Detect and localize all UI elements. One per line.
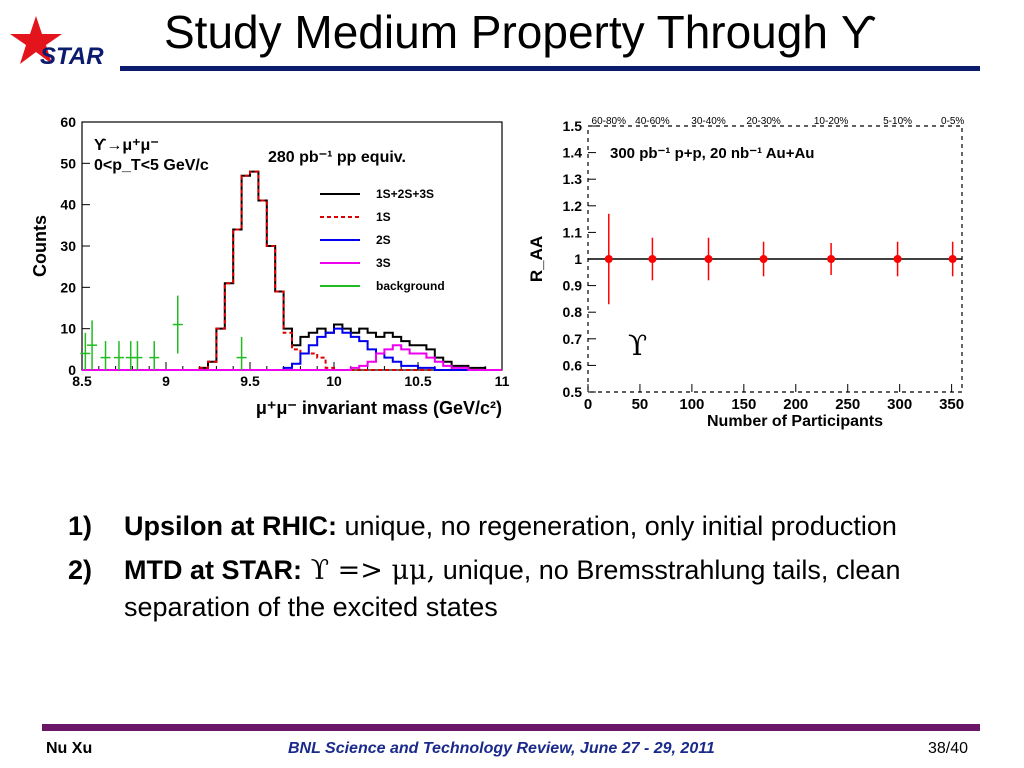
series-3s-line bbox=[82, 344, 502, 371]
x-tick-label: 10 bbox=[326, 373, 342, 389]
centrality-label: 30-40% bbox=[691, 116, 726, 127]
data-point bbox=[604, 255, 613, 263]
x-tick-label: 200 bbox=[783, 396, 808, 413]
x-tick-label: 11 bbox=[495, 373, 510, 389]
y-tick-label: 60 bbox=[60, 114, 76, 130]
x-tick-label: 100 bbox=[679, 396, 704, 413]
data-point bbox=[704, 255, 713, 263]
footer-divider bbox=[42, 724, 980, 731]
y-tick-label: 1 bbox=[574, 251, 582, 267]
plot-annotation: 300 pb⁻¹ p+p, 20 nb⁻¹ Au+Au bbox=[610, 145, 814, 162]
x-tick-label: 9.5 bbox=[240, 373, 260, 389]
x-tick-label: 350 bbox=[939, 396, 964, 413]
y-tick-label: 50 bbox=[60, 155, 76, 171]
legend-label: 2S bbox=[376, 233, 391, 247]
upsilon-symbol: ϒ bbox=[628, 329, 647, 362]
y-tick-label: 1.4 bbox=[563, 145, 583, 161]
x-tick-label: 150 bbox=[731, 396, 756, 413]
data-point bbox=[827, 255, 836, 263]
centrality-label: 0-5% bbox=[941, 116, 964, 127]
y-tick-label: 1.2 bbox=[563, 198, 583, 214]
bullet-text: Upsilon at RHIC: unique, no regeneration… bbox=[124, 508, 897, 544]
bullet-item-2: 2) MTD at STAR: ϒ => μμ, unique, no Brem… bbox=[68, 552, 968, 625]
centrality-label: 5-10% bbox=[883, 116, 912, 127]
bullet-formula: ϒ => μμ, bbox=[301, 555, 436, 586]
y-tick-label: 1.5 bbox=[563, 118, 583, 134]
bullet-item-1: 1) Upsilon at RHIC: unique, no regenerat… bbox=[68, 508, 968, 544]
legend-label: 1S+2S+3S bbox=[376, 187, 434, 201]
data-point bbox=[893, 255, 902, 263]
y-tick-label: 10 bbox=[60, 321, 76, 337]
y-tick-label: 30 bbox=[60, 238, 76, 254]
data-point bbox=[948, 255, 957, 263]
plot-annotation: 0<p_T<5 GeV/c bbox=[94, 157, 209, 174]
x-tick-label: 9 bbox=[162, 373, 170, 389]
y-axis-label: Counts bbox=[30, 215, 50, 277]
y-tick-label: 20 bbox=[60, 279, 76, 295]
footer-page-number: 38/40 bbox=[928, 740, 969, 757]
invariant-mass-plot: 8.5 9 9.5 10 10.5 11 0 10 20 30 40 50 60 Counts μ⁺μ⁻ i… bbox=[24, 112, 524, 424]
bullet-heading: Upsilon at RHIC: bbox=[124, 511, 337, 541]
y-axis-label: R_AA bbox=[527, 236, 546, 282]
y-tick-label: 1.3 bbox=[563, 171, 583, 187]
series-1s-line bbox=[82, 170, 502, 371]
x-tick-label: 8.5 bbox=[72, 373, 92, 389]
x-axis-label: Number of Participants bbox=[707, 413, 883, 430]
bullet-heading: MTD at STAR: bbox=[124, 555, 302, 585]
y-tick-label: 0.6 bbox=[563, 357, 583, 373]
centrality-label: 10-20% bbox=[814, 116, 849, 127]
bullet-number: 2) bbox=[68, 555, 93, 585]
y-tick-label: 0.5 bbox=[563, 384, 583, 400]
y-tick-label: 0 bbox=[68, 362, 76, 378]
legend-label: background bbox=[376, 279, 445, 293]
x-axis-label: μ⁺μ⁻ invariant mass (GeV/c²) bbox=[256, 398, 502, 418]
centrality-label: 20-30% bbox=[746, 116, 781, 127]
plot-annotation: 280 pb⁻¹ pp equiv. bbox=[268, 149, 406, 166]
slide-title: Study Medium Property Through ϒ bbox=[164, 6, 877, 58]
raa-plot: 0 50 100 150 200 250 300 350 0.5 0.6 0.7 0.8 0.9 1 1.1… bbox=[522, 112, 970, 434]
bullet-body: unique, no regeneration, only initial pr… bbox=[337, 511, 897, 541]
x-tick-label: 10.5 bbox=[404, 373, 431, 389]
legend-label: 3S bbox=[376, 256, 391, 270]
plot-annotation: ϒ→μ⁺μ⁻ bbox=[94, 137, 159, 154]
x-tick-label: 50 bbox=[632, 396, 649, 413]
bullet-number: 1) bbox=[68, 511, 93, 541]
footer-author: Nu Xu bbox=[46, 740, 93, 757]
data-point bbox=[648, 255, 657, 263]
y-tick-label: 0.7 bbox=[563, 331, 583, 347]
centrality-label: 60-80% bbox=[592, 116, 627, 127]
y-tick-label: 0.8 bbox=[563, 304, 583, 320]
legend-label: 1S bbox=[376, 210, 391, 224]
y-tick-label: 40 bbox=[60, 197, 76, 213]
bullet-text: MTD at STAR: ϒ => μμ, unique, no Bremsst… bbox=[124, 552, 968, 625]
star-logo: STAR bbox=[6, 10, 126, 74]
star-logo-text: STAR bbox=[40, 43, 104, 70]
centrality-label: 40-60% bbox=[635, 116, 670, 127]
series-2s-line bbox=[82, 327, 502, 371]
star-icon bbox=[10, 16, 62, 64]
y-tick-label: 1.1 bbox=[563, 224, 583, 240]
x-tick-label: 300 bbox=[887, 396, 912, 413]
data-point bbox=[759, 255, 768, 263]
y-tick-label: 0.9 bbox=[563, 278, 583, 294]
bullet-body: unique, no Bremsstrahlung tails, clean s… bbox=[124, 555, 901, 622]
bullet-list: 1) Upsilon at RHIC: unique, no regenerat… bbox=[68, 508, 968, 633]
footer-event: BNL Science and Technology Review, June … bbox=[288, 740, 715, 757]
x-tick-label: 250 bbox=[835, 396, 860, 413]
x-tick-label: 0 bbox=[584, 396, 592, 413]
title-divider bbox=[120, 66, 980, 71]
